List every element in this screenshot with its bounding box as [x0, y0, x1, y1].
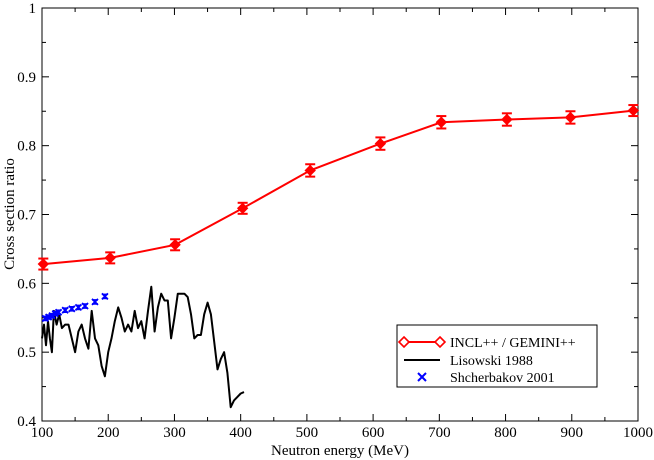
point-incl	[627, 104, 640, 117]
axis-ticks	[41, 7, 639, 422]
legend-box	[396, 324, 598, 388]
tick-labels: 100 200 300 400 500 600 700 800 900 1000 0.4 0.5 0.6…	[17, 1, 653, 441]
x-tick-label: 200	[97, 425, 120, 441]
point-shcherbakov	[101, 292, 109, 301]
legend: INCL++ / GEMINI++ Lisowski 1988 Shcherba…	[396, 324, 598, 388]
x-axis-title: Neutron energy (MeV)	[271, 443, 409, 459]
legend-marker-incl-left	[397, 335, 411, 349]
point-shcherbakov	[68, 305, 76, 313]
point-incl	[236, 202, 249, 215]
point-incl	[374, 137, 387, 150]
x-tick-label: 900	[561, 425, 584, 441]
legend-marker-shcherbakov	[417, 372, 427, 382]
legend-marker-incl-right	[433, 335, 447, 349]
point-shcherbakov	[74, 303, 83, 312]
point-incl	[501, 113, 513, 126]
series-line-lisowski	[41, 285, 245, 409]
x-tick-label: 1000	[623, 425, 653, 441]
point-incl	[104, 252, 116, 264]
legend-label-lisowski: Lisowski 1988	[450, 354, 533, 369]
y-tick-label: 0.9	[17, 70, 36, 86]
point-shcherbakov	[54, 308, 63, 316]
y-tick-label: 0.7	[17, 208, 36, 224]
x-tick-label: 500	[296, 425, 319, 441]
x-tick-label: 800	[494, 425, 517, 441]
point-incl	[37, 258, 50, 270]
point-shcherbakov	[81, 302, 89, 310]
x-tick-label: 400	[229, 425, 252, 441]
y-tick-label: 0.5	[17, 345, 36, 361]
x-tick-label: 300	[163, 425, 186, 441]
y-tick-label: 1	[29, 1, 37, 17]
series-line-incl	[43, 109, 634, 266]
legend-label-incl: INCL++ / GEMINI++	[450, 336, 576, 351]
legend-label-shcherbakov: Shcherbakov 2001	[450, 371, 555, 386]
y-tick-label: 0.4	[17, 414, 36, 430]
point-incl	[435, 116, 448, 128]
series-layer	[37, 104, 640, 409]
y-tick-label: 0.8	[17, 139, 36, 155]
y-tick-label: 0.6	[17, 276, 36, 292]
point-incl	[564, 111, 577, 124]
x-tick-label: 700	[428, 425, 451, 441]
point-shcherbakov	[91, 298, 99, 306]
point-incl	[304, 164, 316, 177]
y-axis-title: Cross section ratio	[2, 158, 18, 270]
point-incl	[169, 239, 181, 251]
point-shcherbakov	[61, 306, 69, 314]
x-tick-label: 100	[31, 425, 54, 441]
x-tick-label: 600	[362, 425, 385, 441]
